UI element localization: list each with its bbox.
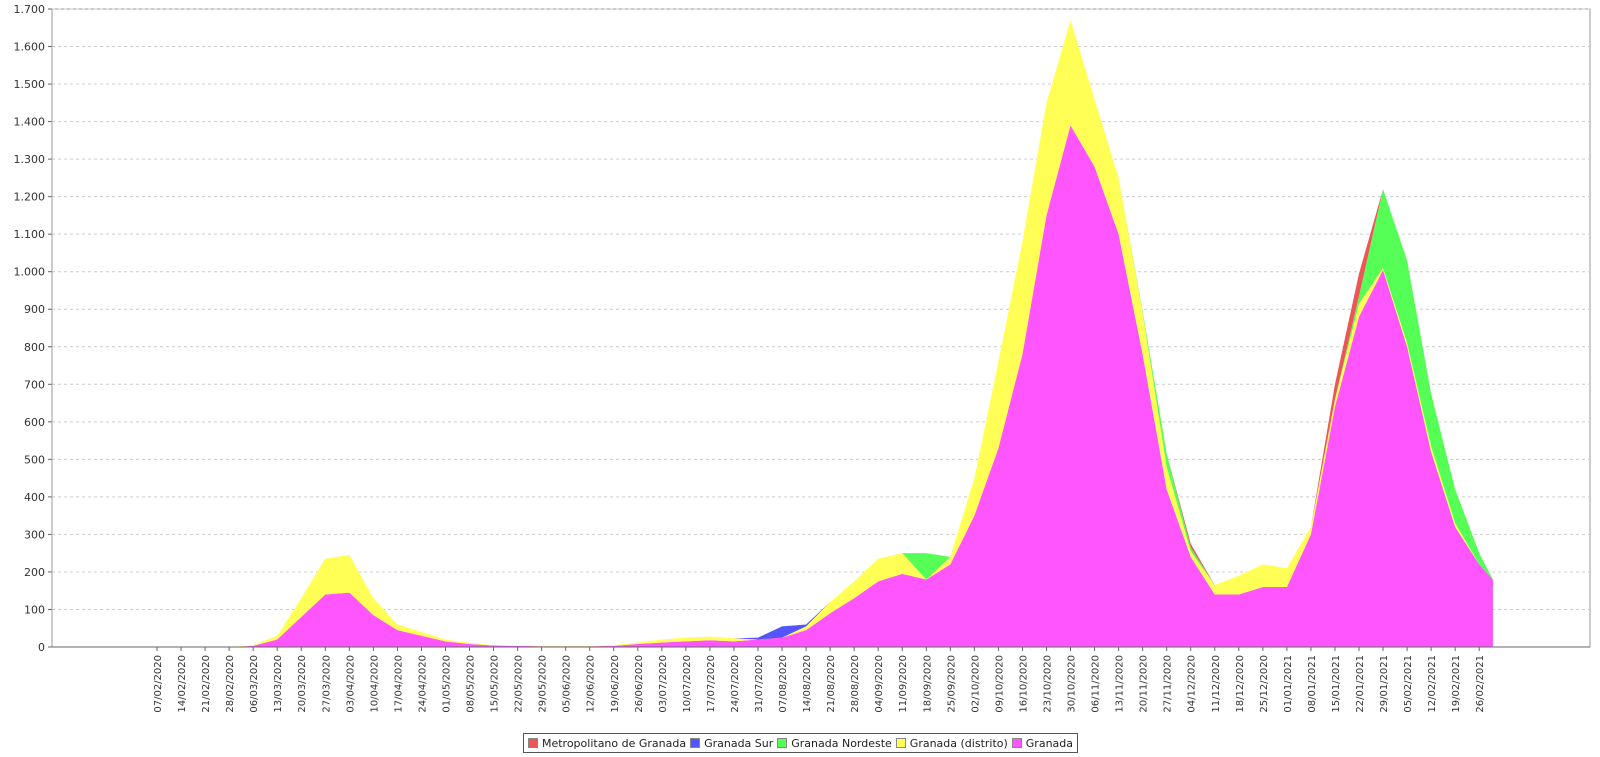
x-tick-label: 28/08/2020 bbox=[850, 655, 861, 713]
y-tick-label: 1.700 bbox=[14, 3, 46, 16]
x-tick-label: 20/11/2020 bbox=[1139, 655, 1150, 713]
x-tick-label: 10/07/2020 bbox=[682, 655, 693, 713]
legend-swatch-metropolitano bbox=[527, 738, 538, 748]
legend-label-metropolitano: Metropolitano de Granada bbox=[541, 736, 687, 750]
x-axis: 07/02/2020 14/02/2020 21/02/2020 28/02/2020… bbox=[52, 646, 1590, 713]
area-series bbox=[157, 20, 1493, 647]
y-tick-label: 0 bbox=[38, 641, 45, 654]
y-tick-label: 400 bbox=[24, 491, 45, 504]
x-tick-label: 15/05/2020 bbox=[490, 655, 501, 713]
x-tick-label: 15/01/2021 bbox=[1331, 655, 1342, 713]
x-tick-label: 10/04/2020 bbox=[369, 655, 380, 713]
x-tick-label: 05/02/2021 bbox=[1403, 655, 1414, 713]
x-tick-label: 14/02/2020 bbox=[177, 655, 188, 713]
x-tick-label: 13/03/2020 bbox=[273, 655, 284, 713]
y-tick-label: 1.100 bbox=[14, 228, 46, 241]
y-tick-label: 600 bbox=[24, 416, 45, 429]
x-tick-label: 08/05/2020 bbox=[466, 655, 477, 713]
y-tick-label: 200 bbox=[24, 566, 45, 579]
x-tick-label: 04/12/2020 bbox=[1187, 655, 1198, 713]
x-tick-label: 06/11/2020 bbox=[1091, 655, 1102, 713]
x-tick-label: 03/04/2020 bbox=[345, 655, 356, 713]
x-tick-label: 09/10/2020 bbox=[994, 655, 1005, 713]
x-tick-label: 25/09/2020 bbox=[946, 655, 957, 713]
x-tick-label: 07/08/2020 bbox=[778, 655, 789, 713]
x-tick-label: 14/08/2020 bbox=[802, 655, 813, 713]
x-tick-label: 25/12/2020 bbox=[1259, 655, 1270, 713]
y-tick-label: 1.000 bbox=[14, 266, 46, 279]
y-tick-label: 1.500 bbox=[14, 78, 46, 91]
y-tick-label: 1.400 bbox=[14, 116, 46, 129]
x-tick-label: 04/09/2020 bbox=[874, 655, 885, 713]
legend-swatch-granada-nordeste bbox=[777, 738, 788, 748]
legend-swatch-granada-distrito bbox=[895, 738, 906, 748]
y-tick-label: 1.200 bbox=[14, 191, 46, 204]
x-tick-label: 31/07/2020 bbox=[754, 655, 765, 713]
x-tick-label: 29/05/2020 bbox=[538, 655, 549, 713]
x-tick-label: 24/04/2020 bbox=[417, 655, 428, 713]
y-tick-label: 100 bbox=[24, 603, 45, 616]
x-tick-label: 22/01/2021 bbox=[1355, 655, 1366, 713]
legend-swatch-granada bbox=[1011, 738, 1022, 748]
y-tick-label: 800 bbox=[24, 341, 45, 354]
x-tick-label: 11/09/2020 bbox=[898, 655, 909, 713]
x-tick-label: 24/07/2020 bbox=[730, 655, 741, 713]
x-tick-label: 18/09/2020 bbox=[922, 655, 933, 713]
x-tick-label: 27/03/2020 bbox=[321, 655, 332, 713]
x-tick-label: 07/02/2020 bbox=[153, 655, 164, 713]
x-tick-label: 16/10/2020 bbox=[1018, 655, 1029, 713]
legend-item-granada-sur: Granada Sur bbox=[690, 737, 773, 750]
x-tick-label: 03/07/2020 bbox=[658, 655, 669, 713]
x-tick-label: 21/02/2020 bbox=[201, 655, 212, 713]
x-tick-label: 28/02/2020 bbox=[225, 655, 236, 713]
x-tick-label: 27/11/2020 bbox=[1163, 655, 1174, 713]
legend-item-granada-distrito: Granada (distrito) bbox=[895, 736, 1008, 750]
x-tick-label: 26/06/2020 bbox=[634, 655, 645, 713]
area-granada bbox=[157, 125, 1493, 647]
y-tick-label: 500 bbox=[24, 453, 45, 466]
x-tick-label: 22/05/2020 bbox=[514, 655, 525, 713]
legend-label-granada: Granada bbox=[1025, 736, 1074, 750]
x-tick-label: 11/12/2020 bbox=[1211, 655, 1222, 713]
y-tick-label: 700 bbox=[24, 378, 45, 391]
x-tick-label: 01/05/2020 bbox=[441, 655, 452, 713]
x-tick-label: 12/02/2021 bbox=[1427, 655, 1438, 713]
legend-item-granada: Granada bbox=[1011, 736, 1074, 750]
x-tick-label: 06/03/2020 bbox=[249, 655, 260, 713]
x-tick-label: 19/02/2021 bbox=[1451, 655, 1462, 713]
x-tick-label: 19/06/2020 bbox=[610, 655, 621, 713]
x-tick-label: 13/11/2020 bbox=[1115, 655, 1126, 713]
y-tick-label: 1.300 bbox=[14, 153, 46, 166]
legend-label-granada-sur: Granada Sur bbox=[704, 736, 774, 750]
grid-lines bbox=[52, 8, 1590, 610]
x-tick-label: 20/03/2020 bbox=[297, 655, 308, 713]
x-tick-label: 23/10/2020 bbox=[1042, 655, 1053, 713]
y-axis: 0 100 200 300 400 500 600 700 800 900 1.000 1.100 1.… bbox=[14, 3, 52, 654]
legend-swatch-granada-sur bbox=[690, 738, 701, 748]
legend-label-granada-nordeste: Granada Nordeste bbox=[791, 736, 892, 750]
x-tick-label: 21/08/2020 bbox=[826, 655, 837, 713]
x-tick-label: 02/10/2020 bbox=[970, 655, 981, 713]
x-tick-label: 17/04/2020 bbox=[393, 655, 404, 713]
legend-label-granada-distrito: Granada (distrito) bbox=[909, 736, 1008, 750]
x-tick-label: 18/12/2020 bbox=[1235, 655, 1246, 713]
y-tick-label: 1.600 bbox=[14, 41, 46, 54]
x-tick-label: 30/10/2020 bbox=[1067, 655, 1078, 713]
legend-item-granada-nordeste: Granada Nordeste bbox=[777, 737, 892, 750]
x-tick-label: 05/06/2020 bbox=[562, 655, 573, 713]
y-tick-label: 300 bbox=[24, 528, 45, 541]
legend-item-metropolitano: Metropolitano de Granada bbox=[527, 736, 687, 750]
legend: Metropolitano de Granada Granada Sur Gra… bbox=[523, 733, 1078, 753]
x-tick-label: 17/07/2020 bbox=[706, 655, 717, 713]
x-tick-label: 29/01/2021 bbox=[1379, 655, 1390, 713]
y-tick-label: 900 bbox=[24, 303, 45, 316]
x-tick-label: 08/01/2021 bbox=[1307, 655, 1318, 713]
x-tick-label: 01/01/2021 bbox=[1283, 655, 1294, 713]
x-tick-label: 26/02/2021 bbox=[1475, 655, 1486, 713]
x-tick-label: 12/06/2020 bbox=[586, 655, 597, 713]
